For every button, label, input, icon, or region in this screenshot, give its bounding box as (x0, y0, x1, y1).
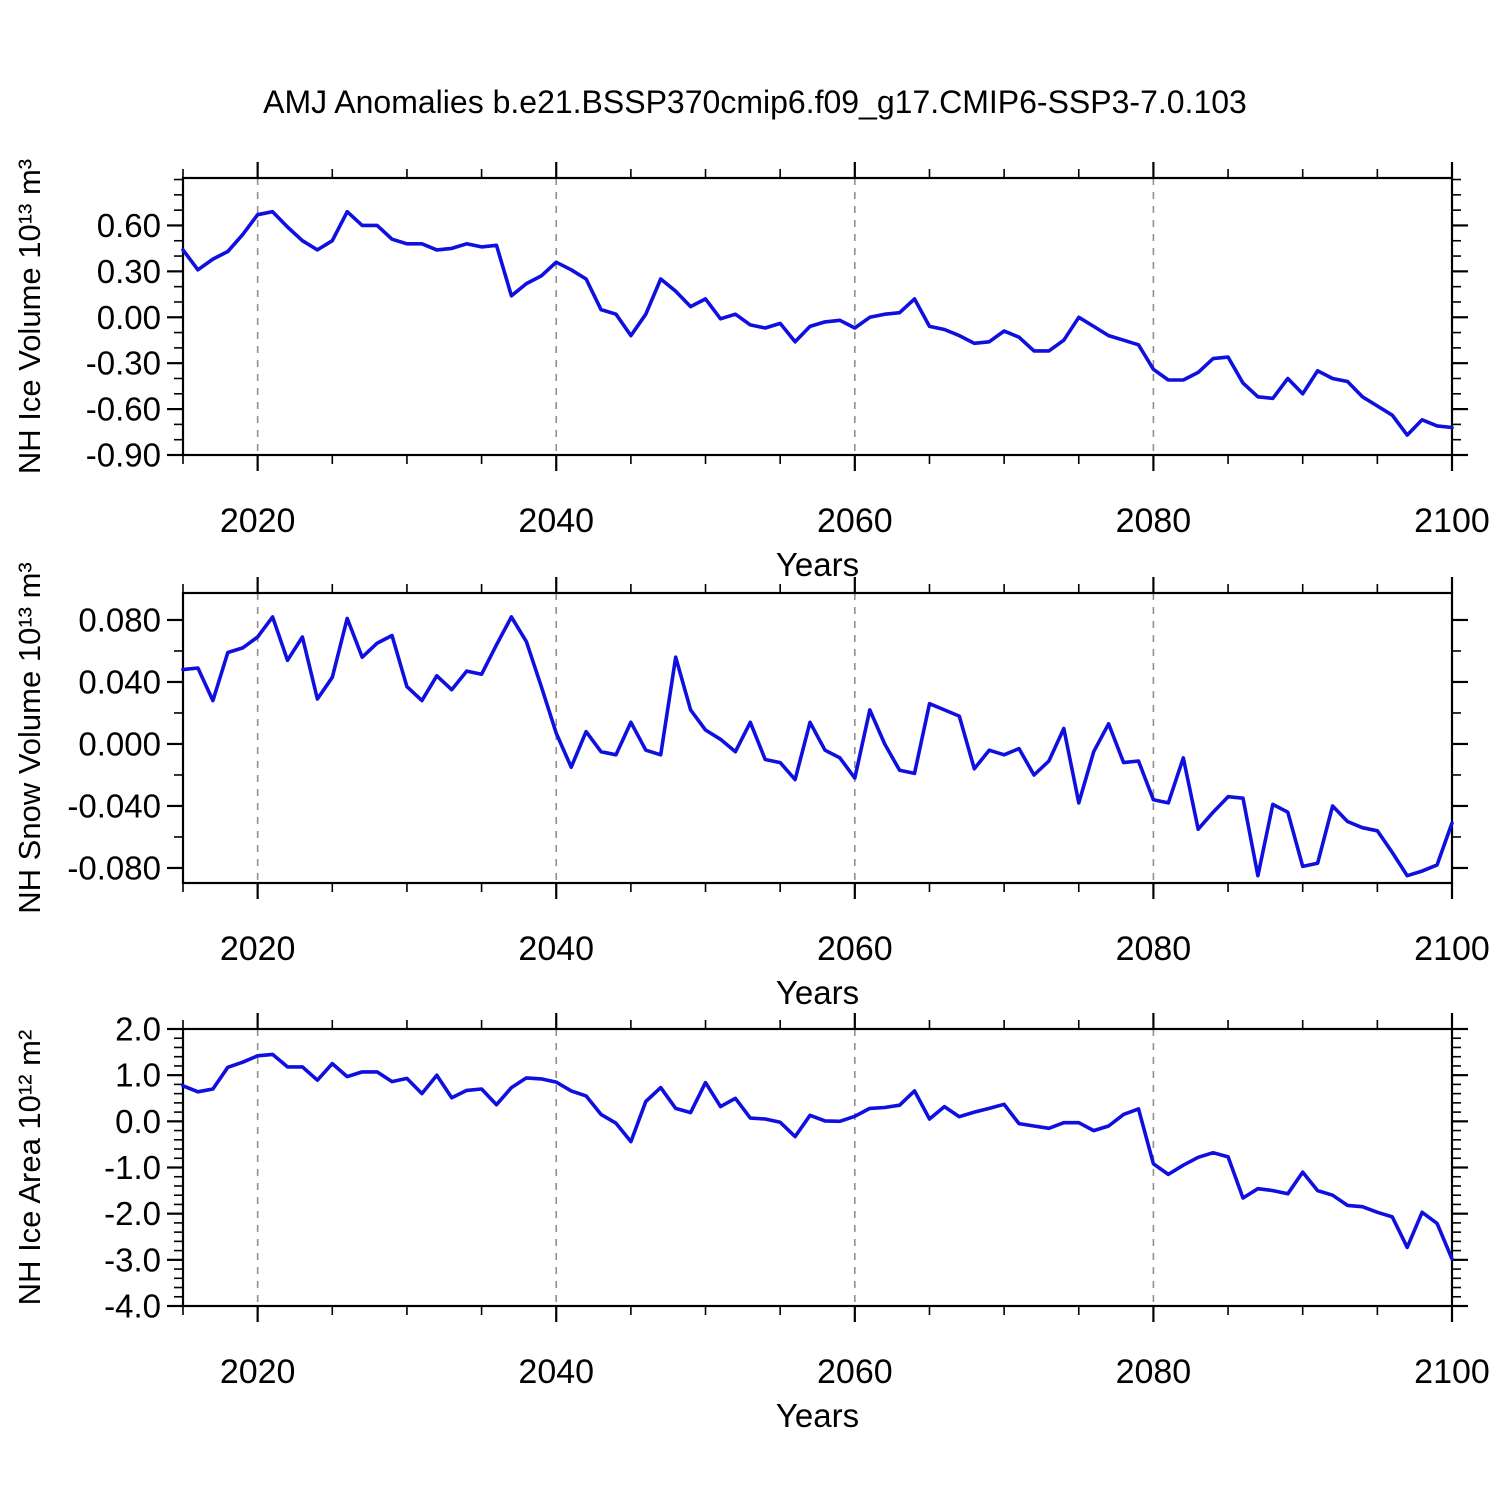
y-axis-title: NH Ice Area 10¹² m² (12, 1030, 47, 1306)
x-tick-label: 2080 (1116, 930, 1192, 968)
x-tick-label: 2080 (1116, 1353, 1192, 1391)
panel-nh-snow-volume-line (181, 615, 1454, 878)
x-tick-label: 2040 (518, 1353, 594, 1391)
y-tick-label: -3.0 (104, 1241, 161, 1278)
x-tick-label: 2060 (817, 930, 893, 968)
x-axis-title: Years (776, 546, 859, 583)
y-tick-label: 0.30 (97, 253, 161, 290)
y-tick-label: 0.080 (78, 602, 161, 639)
y-tick-label: 0.00 (97, 299, 161, 336)
x-tick-label: 2100 (1414, 930, 1490, 968)
panel-nh-ice-area-line (181, 1052, 1454, 1261)
y-tick-label: -1.0 (104, 1149, 161, 1186)
x-tick-label: 2060 (817, 1353, 893, 1391)
y-tick-label: 0.0 (115, 1103, 161, 1140)
plot-frame (181, 176, 1454, 457)
panel-nh-ice-volume-line (181, 209, 1454, 437)
y-tick-label: -2.0 (104, 1195, 161, 1232)
x-tick-label: 2020 (220, 930, 296, 968)
y-axis-title: NH Ice Volume 10¹³ m³ (12, 159, 47, 474)
y-tick-label: -0.30 (86, 345, 161, 382)
panel-nh-ice-volume: 0.60 0.30 0.00 -0.30 -0.60 -0.90 2020 2040 2060 2… (12, 159, 1490, 583)
panel-nh-snow-volume: 0.080 0.040 0.000 -0.040 -0.080 2020 2040 2060 2… (12, 562, 1490, 1011)
y-tick-label: -4.0 (104, 1288, 161, 1325)
y-tick-label: 0.040 (78, 664, 161, 701)
y-tick-label: 0.000 (78, 726, 161, 763)
y-tick-label: -0.040 (67, 788, 161, 825)
x-tick-label: 2060 (817, 502, 893, 540)
x-tick-label: 2100 (1414, 1353, 1490, 1391)
plot-frame (181, 1027, 1454, 1308)
y-tick-label: 0.60 (97, 207, 161, 244)
plot-frame (181, 591, 1454, 885)
x-tick-label: 2020 (220, 502, 296, 540)
x-axis-title: Years (776, 1397, 859, 1434)
y-axis-title: NH Snow Volume 10¹³ m³ (12, 562, 47, 913)
y-tick-label: -0.90 (86, 437, 161, 474)
x-tick-label: 2080 (1116, 502, 1192, 540)
x-tick-label: 2100 (1414, 502, 1490, 540)
x-tick-label: 2040 (518, 930, 594, 968)
y-tick-label: 1.0 (115, 1057, 161, 1094)
chart-title: AMJ Anomalies b.e21.BSSP370cmip6.f09_g17… (263, 84, 1247, 120)
y-tick-label: -0.080 (67, 850, 161, 887)
panel-nh-ice-area: 2.0 1.0 0.0 -1.0 -2.0 -3.0 -4.0 2020 2040 2060 208… (12, 1011, 1490, 1434)
x-axis-title: Years (776, 974, 859, 1011)
y-tick-label: -0.60 (86, 391, 161, 428)
y-tick-label: 2.0 (115, 1011, 161, 1048)
x-tick-label: 2040 (518, 502, 594, 540)
x-tick-label: 2020 (220, 1353, 296, 1391)
